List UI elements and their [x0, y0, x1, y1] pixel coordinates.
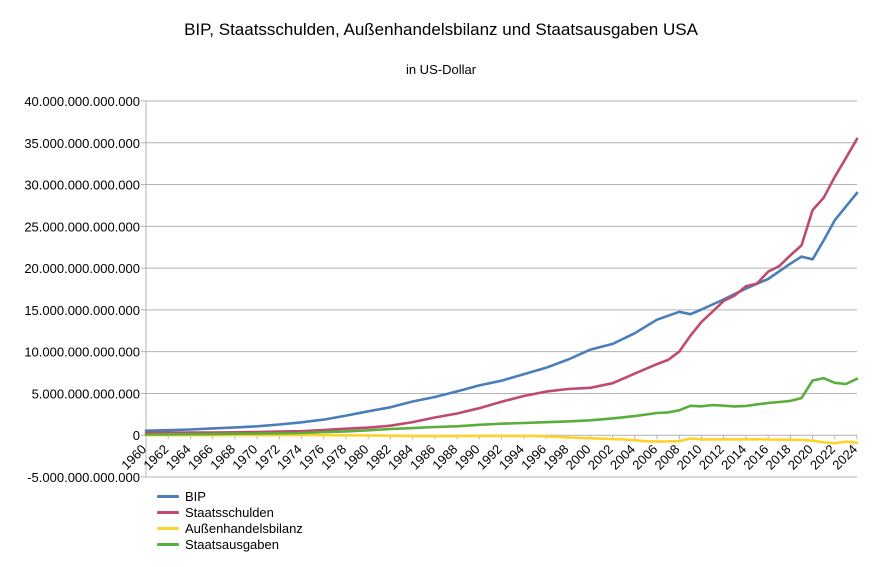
legend-label: Staatsausgaben [185, 536, 279, 552]
y-tick-label: 0 [133, 428, 140, 443]
y-tick-label: 30.000.000.000.000 [24, 178, 140, 193]
legend-swatch [157, 510, 179, 514]
series-line-staatsschulden [144, 137, 859, 435]
y-tick-label: 25.000.000.000.000 [24, 219, 140, 234]
series-lines [144, 137, 859, 445]
legend-swatch [157, 494, 179, 498]
series-line-staatsausgaben [144, 376, 859, 436]
legend-item: Staatsausgaben [157, 536, 303, 552]
legend-label: BIP [185, 488, 206, 504]
legend-label: Außenhandelsbilanz [185, 520, 303, 536]
legend-item: BIP [157, 488, 303, 504]
y-tick-label: 20.000.000.000.000 [24, 261, 140, 276]
series-line-au-enhandelsbilanz [144, 433, 859, 445]
legend-item: Außenhandelsbilanz [157, 520, 303, 536]
legend-item: Staatsschulden [157, 504, 303, 520]
legend-label: Staatsschulden [185, 504, 274, 520]
y-axis: 40.000.000.000.000 35.000.000.000.000 30.0… [24, 94, 147, 485]
y-tick-label: 15.000.000.000.000 [24, 303, 140, 318]
chart-subtitle: in US-Dollar [405, 62, 477, 77]
y-tick-label: -5.000.000.000.000 [27, 470, 140, 485]
y-tick-label: 40.000.000.000.000 [24, 94, 140, 109]
x-tick-label: 2024 [829, 442, 860, 473]
chart-title: BIP, Staatsschulden, Außenhandelsbilanz … [184, 20, 698, 39]
legend-swatch [157, 526, 179, 530]
y-tick-label: 35.000.000.000.000 [24, 136, 140, 151]
y-tick-label: 5.000.000.000.000 [32, 386, 140, 401]
series-line-bip [144, 191, 859, 433]
x-axis: 1960196219641966196819701972197419761978… [118, 435, 860, 473]
legend-swatch [157, 542, 179, 546]
grid-lines [146, 100, 857, 478]
legend: BIP Staatsschulden Außenhandelsbilanz Staat… [157, 488, 303, 552]
y-tick-label: 10.000.000.000.000 [24, 345, 140, 360]
